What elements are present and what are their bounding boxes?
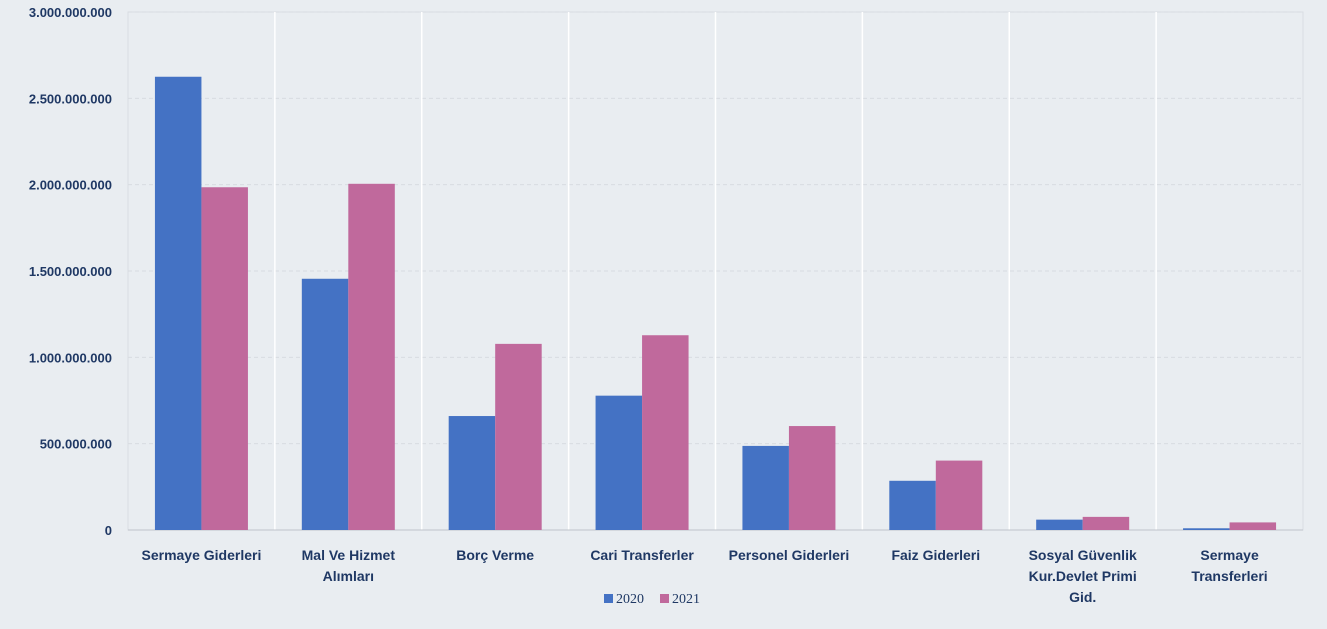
bar-2020 xyxy=(742,445,789,530)
bar-2020 xyxy=(301,278,349,530)
x-tick-label: Cari Transferler xyxy=(590,547,694,563)
x-tick-label: Sosyal Güvenlik xyxy=(1029,547,1137,563)
x-tick-label: Kur.Devlet Primi xyxy=(1029,568,1137,584)
x-tick-label: Gid. xyxy=(1069,589,1096,605)
x-tick-label: Faiz Giderleri xyxy=(891,547,980,563)
bar-2021 xyxy=(1082,516,1130,530)
y-tick-label: 2.500.000.000 xyxy=(29,91,112,106)
x-tick-label: Borç Verme xyxy=(456,547,534,563)
y-tick-label: 2.000.000.000 xyxy=(29,178,112,193)
x-tick-label: Mal Ve Hizmet xyxy=(302,547,396,563)
legend-label-2021: 2021 xyxy=(672,592,700,607)
y-tick-label: 1.000.000.000 xyxy=(29,350,112,365)
bar-2020 xyxy=(889,480,936,530)
bar-2021 xyxy=(1229,522,1277,530)
bar-2021 xyxy=(348,183,395,530)
bar-2021 xyxy=(201,187,248,531)
bar-2020 xyxy=(1036,519,1083,530)
y-tick-label: 3.000.000.000 xyxy=(29,5,112,20)
y-tick-label: 1.500.000.000 xyxy=(29,264,112,279)
x-tick-label: Sermaye xyxy=(1200,547,1259,563)
legend-swatch-2021 xyxy=(660,594,669,603)
x-tick-label: Alımları xyxy=(323,568,374,584)
bar-2020 xyxy=(1183,528,1230,530)
bar-2021 xyxy=(788,426,836,530)
legend-label-2020: 2020 xyxy=(616,592,644,607)
bar-2020 xyxy=(595,395,643,530)
bar-2021 xyxy=(495,343,542,530)
y-tick-label: 500.000.000 xyxy=(40,437,112,452)
x-tick-label: Personel Giderleri xyxy=(729,547,850,563)
y-tick-label: 0 xyxy=(105,523,112,538)
legend-swatch-2020 xyxy=(604,594,613,603)
bar-2020 xyxy=(154,76,202,530)
x-tick-label: Sermaye Giderleri xyxy=(142,547,262,563)
bar-2020 xyxy=(448,416,496,530)
bar-2021 xyxy=(935,460,983,530)
x-tick-label: Transferleri xyxy=(1191,568,1267,584)
bar-2021 xyxy=(642,335,689,530)
